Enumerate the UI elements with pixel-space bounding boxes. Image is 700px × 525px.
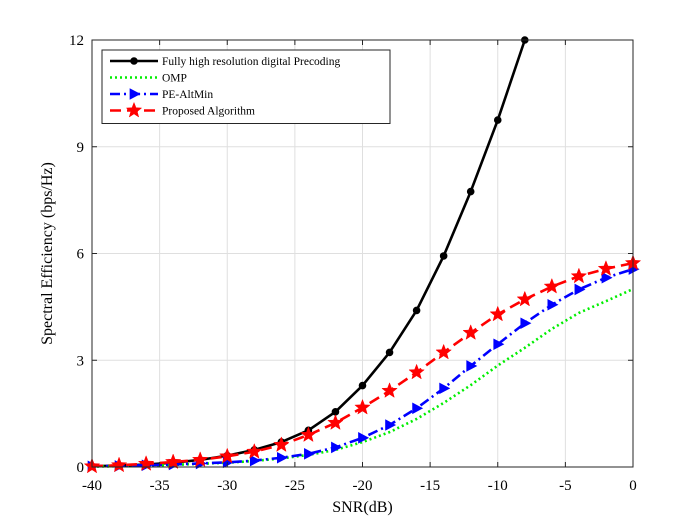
data-point bbox=[358, 381, 367, 390]
data-point bbox=[249, 454, 261, 467]
data-point bbox=[300, 426, 317, 443]
data-point bbox=[331, 441, 343, 454]
legend-marker bbox=[129, 88, 141, 100]
x-tick-label: -10 bbox=[488, 478, 508, 494]
data-point bbox=[439, 382, 451, 395]
data-point bbox=[408, 363, 425, 380]
x-tick-label: -40 bbox=[82, 478, 102, 494]
data-point bbox=[574, 283, 586, 296]
y-tick-label: 0 bbox=[77, 460, 85, 476]
x-tick-label: -35 bbox=[150, 478, 170, 494]
data-point bbox=[520, 317, 532, 330]
legend-item-omp: OMP bbox=[110, 73, 187, 85]
series-omp bbox=[91, 287, 634, 468]
legend-marker bbox=[125, 101, 143, 118]
legend-label: Fully high resolution digital Precoding bbox=[162, 56, 340, 68]
data-point bbox=[385, 348, 394, 357]
data-point bbox=[493, 338, 505, 351]
data-point bbox=[466, 360, 478, 372]
legend-marker bbox=[130, 57, 138, 65]
data-point bbox=[354, 398, 371, 415]
y-tick-label: 12 bbox=[69, 33, 84, 49]
data-point bbox=[439, 252, 448, 260]
x-tick-label: -15 bbox=[420, 478, 440, 494]
data-point bbox=[331, 408, 340, 416]
data-point bbox=[435, 343, 452, 360]
data-point bbox=[601, 271, 613, 284]
data-point bbox=[597, 260, 615, 276]
data-point bbox=[543, 277, 561, 294]
x-tick-label: -20 bbox=[353, 478, 373, 494]
x-tick-label: -30 bbox=[217, 478, 237, 494]
data-point bbox=[489, 305, 507, 322]
data-point bbox=[358, 432, 370, 444]
legend-item-proposed-algorithm: Proposed Algorithm bbox=[110, 101, 255, 118]
data-point bbox=[273, 436, 290, 452]
data-point bbox=[462, 324, 479, 340]
data-point bbox=[327, 414, 344, 430]
legend-label: Proposed Algorithm bbox=[162, 106, 255, 118]
data-point bbox=[466, 187, 475, 196]
data-point bbox=[191, 451, 209, 467]
data-point bbox=[246, 442, 263, 459]
data-point bbox=[516, 290, 534, 307]
data-point bbox=[493, 116, 502, 124]
y-tick-label: 6 bbox=[77, 247, 85, 263]
legend-label: OMP bbox=[162, 73, 187, 85]
y-axis-label: Spectral Efficiency (bps/Hz) bbox=[39, 162, 56, 345]
x-axis-label: SNR(dB) bbox=[332, 499, 392, 516]
data-point bbox=[412, 306, 421, 315]
data-point bbox=[547, 298, 559, 311]
y-tick-label: 3 bbox=[77, 353, 85, 369]
data-point bbox=[277, 451, 288, 464]
data-point bbox=[385, 419, 397, 431]
y-tick-label: 9 bbox=[77, 140, 85, 156]
series-line-omp bbox=[91, 287, 634, 468]
data-point bbox=[218, 447, 236, 464]
series-line-pe-altmin bbox=[91, 267, 634, 468]
data-point bbox=[304, 448, 315, 460]
data-point bbox=[570, 267, 588, 284]
legend-label: PE-AltMin bbox=[162, 89, 213, 101]
data-point bbox=[381, 382, 398, 398]
data-point bbox=[164, 453, 182, 470]
legend-item-fully-high-resolution-digital-precoding: Fully high resolution digital Precoding bbox=[110, 56, 340, 68]
axis-ticks: -40 -35 -30 -25 -20 -15 -10 -5 0 0 3 6 9 12 bbox=[69, 33, 637, 494]
x-tick-label: -5 bbox=[559, 478, 572, 494]
legend-item-pe-altmin: PE-AltMin bbox=[110, 88, 213, 101]
x-tick-label: 0 bbox=[629, 478, 637, 494]
legend: Fully high resolution digital Precoding O… bbox=[101, 49, 391, 124]
x-tick-label: -25 bbox=[285, 478, 305, 494]
data-point bbox=[110, 456, 128, 473]
data-point bbox=[412, 402, 424, 415]
